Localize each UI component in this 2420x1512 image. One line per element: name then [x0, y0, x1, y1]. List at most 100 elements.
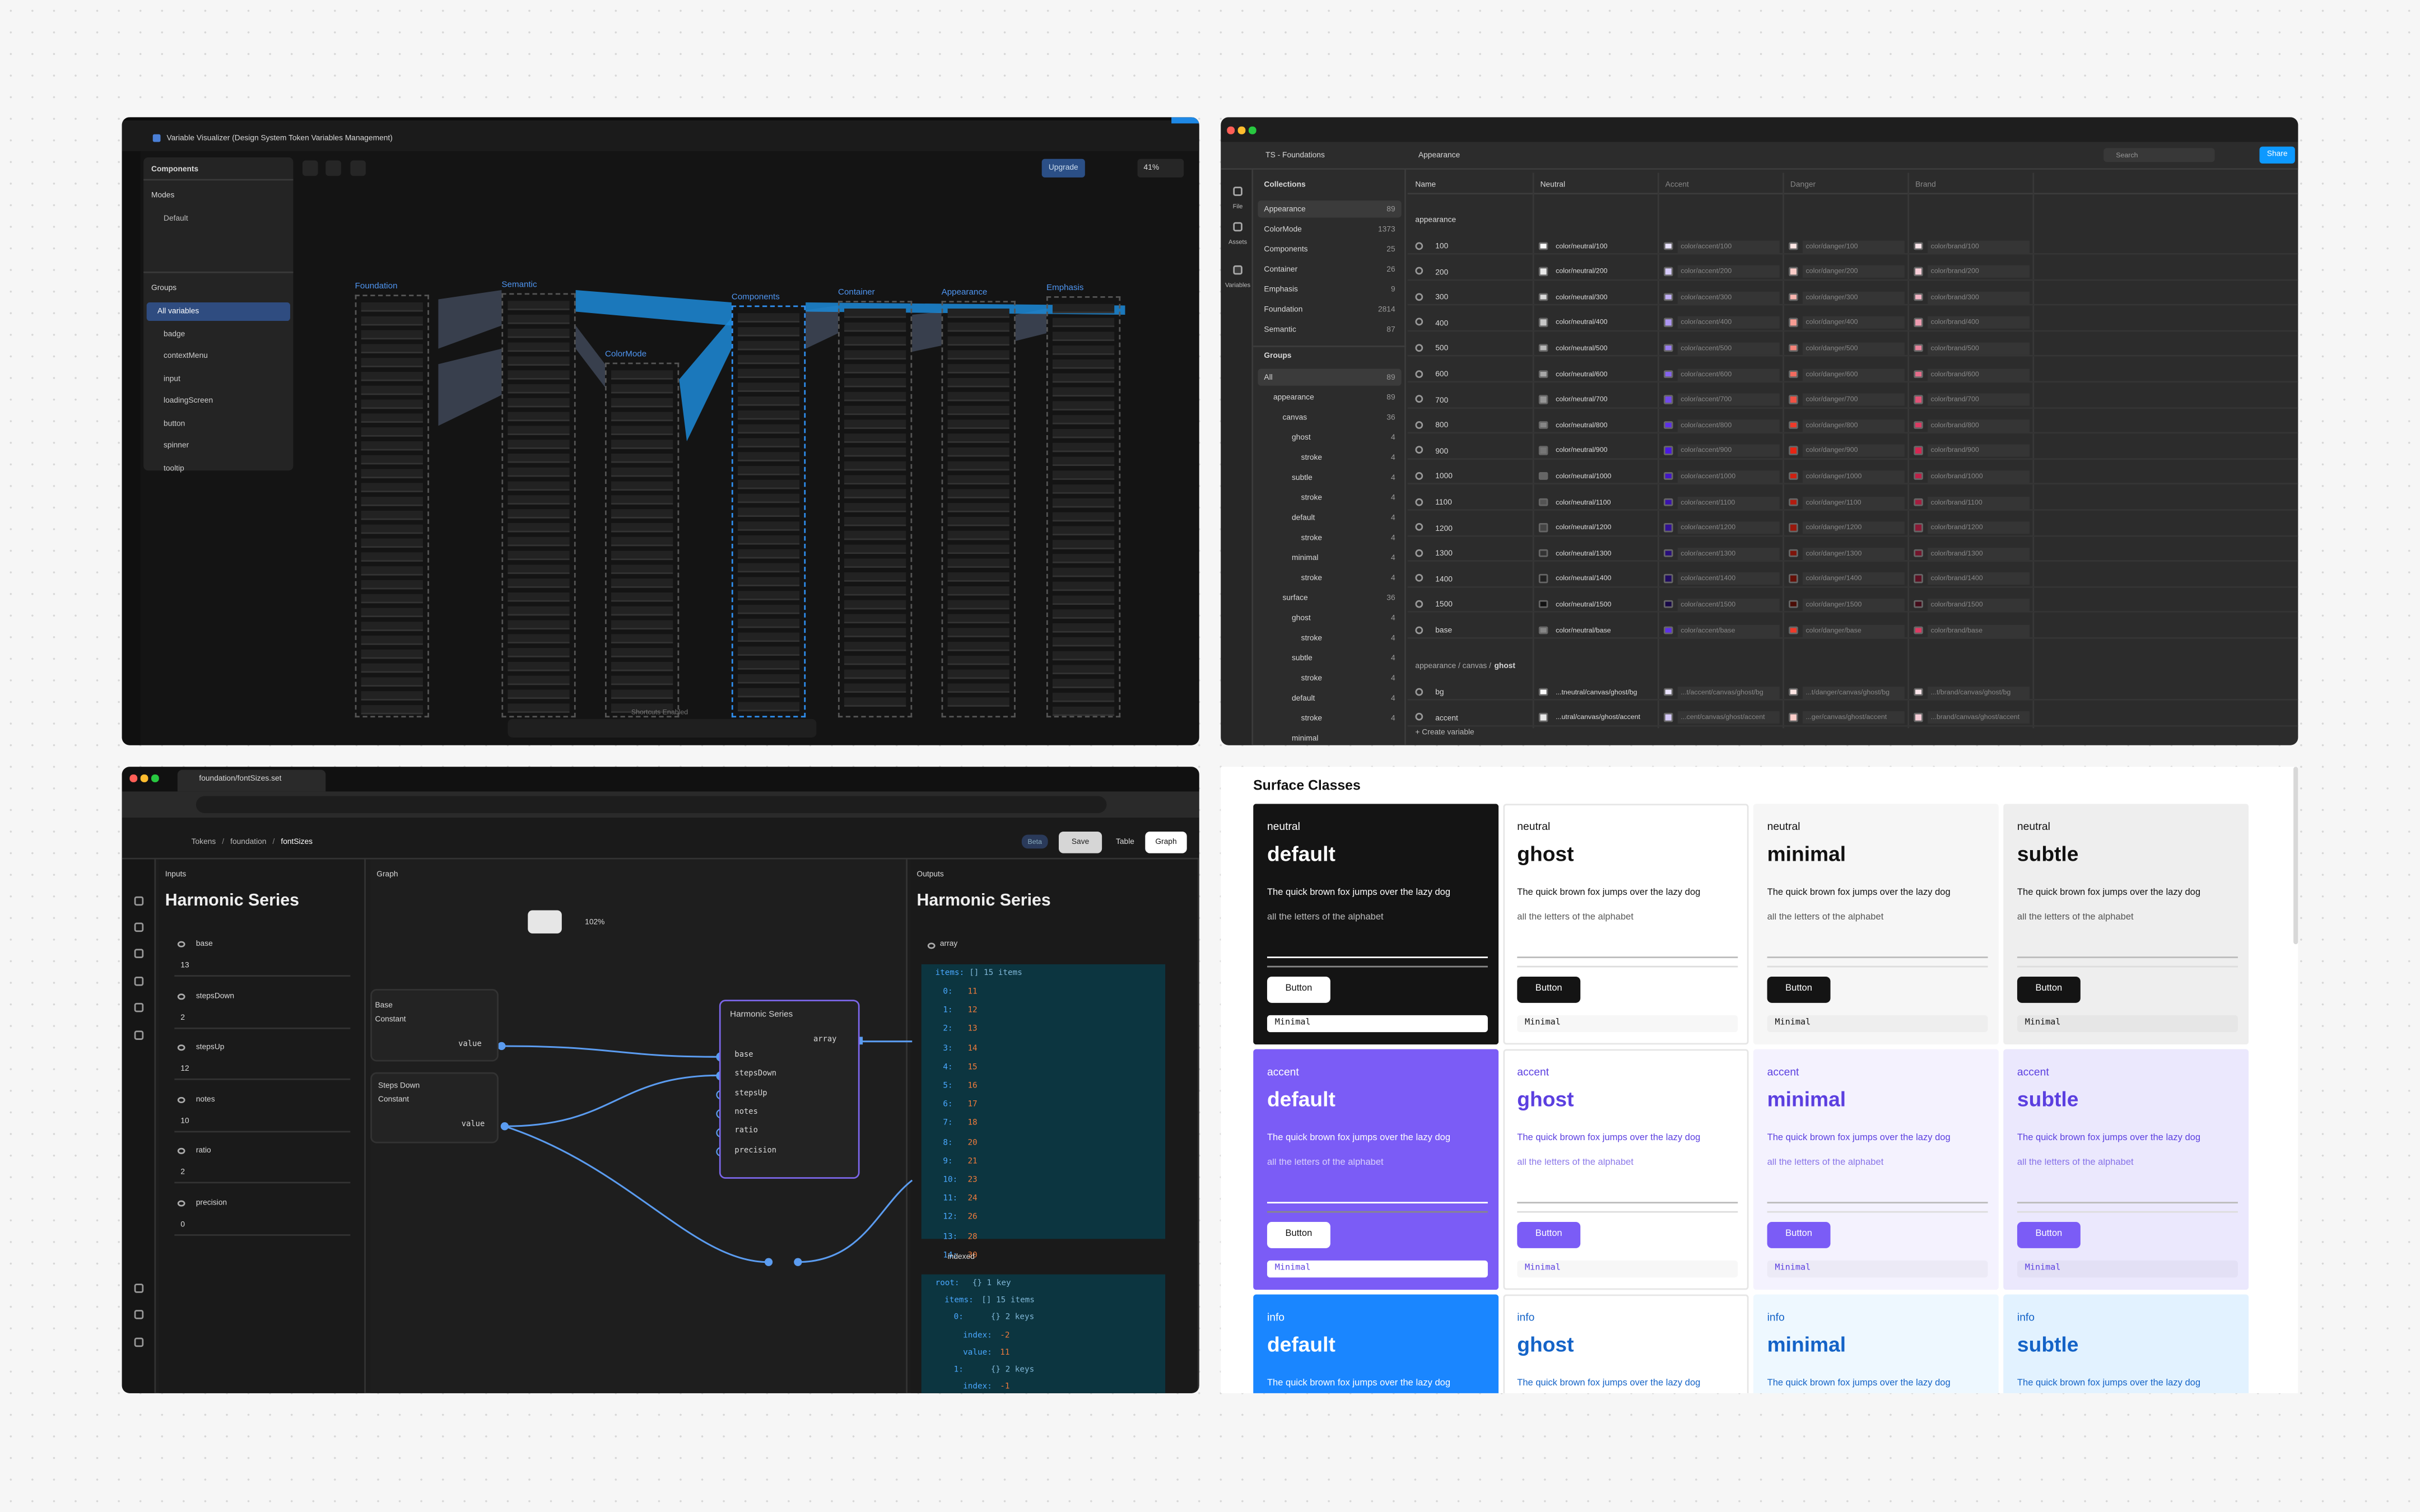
group-item[interactable]: All variables: [157, 307, 199, 316]
variable-name[interactable]: 700: [1435, 395, 1449, 405]
collection-item[interactable]: Foundation: [1264, 305, 1303, 315]
nav-label[interactable]: Variables: [1225, 281, 1251, 289]
button[interactable]: Button: [1267, 1222, 1330, 1248]
input-value[interactable]: 13: [174, 956, 351, 977]
collection-item[interactable]: Appearance: [1264, 205, 1306, 214]
group-item[interactable]: contextMenu: [164, 352, 208, 361]
input-value[interactable]: 2: [174, 1163, 351, 1184]
nav-label[interactable]: File: [1232, 202, 1243, 210]
variable-name[interactable]: 300: [1435, 293, 1449, 303]
column-label[interactable]: ColorMode: [605, 350, 647, 360]
group-item[interactable]: input: [164, 374, 180, 384]
add-node-button[interactable]: [528, 910, 562, 934]
group-item[interactable]: stroke: [1301, 714, 1323, 724]
share-button[interactable]: Share: [2259, 146, 2295, 164]
group-item[interactable]: loadingScreen: [164, 396, 213, 406]
group-item[interactable]: ghost: [1292, 433, 1311, 443]
collection-item[interactable]: Components: [1264, 245, 1308, 255]
button[interactable]: Button: [1767, 976, 1831, 1003]
minimal-pill[interactable]: Minimal: [1767, 1015, 1988, 1032]
button[interactable]: Button: [1517, 1222, 1581, 1248]
nav-icon[interactable]: [134, 949, 144, 958]
nav-icon[interactable]: [134, 1002, 144, 1012]
nav-icon[interactable]: [134, 1030, 144, 1040]
variable-name[interactable]: 1000: [1435, 473, 1453, 482]
column-label[interactable]: Container: [838, 288, 875, 298]
window-dot[interactable]: [1237, 126, 1245, 134]
variable-name[interactable]: 500: [1435, 344, 1449, 354]
variable-name[interactable]: 800: [1435, 421, 1449, 431]
minimal-pill[interactable]: Minimal: [1767, 1261, 1988, 1277]
group-item[interactable]: All: [1264, 373, 1273, 383]
collection-item[interactable]: Emphasis: [1264, 285, 1298, 295]
group-item[interactable]: stroke: [1301, 453, 1323, 463]
nav-label[interactable]: Assets: [1228, 237, 1248, 246]
variable-name[interactable]: base: [1435, 626, 1453, 636]
group-item[interactable]: stroke: [1301, 573, 1323, 584]
nav-icon[interactable]: [134, 1284, 144, 1293]
variable-name[interactable]: 1100: [1435, 498, 1452, 508]
input-value[interactable]: 12: [174, 1060, 351, 1080]
close-button[interactable]: [1171, 131, 1184, 143]
minimal-pill[interactable]: Minimal: [1267, 1015, 1488, 1033]
button[interactable]: Button: [1517, 976, 1581, 1003]
column-label[interactable]: Foundation: [355, 282, 398, 292]
variable-name[interactable]: 1300: [1435, 549, 1453, 559]
group-item[interactable]: stroke: [1301, 493, 1323, 503]
nav-icon[interactable]: [1233, 265, 1242, 275]
minimal-pill[interactable]: Minimal: [1267, 1260, 1488, 1278]
create-variable[interactable]: + Create variable: [1415, 728, 1474, 738]
group-item[interactable]: stroke: [1301, 534, 1323, 543]
group-item[interactable]: subtle: [1292, 473, 1313, 483]
nav-icon[interactable]: [134, 922, 144, 932]
group-item[interactable]: default: [1292, 514, 1315, 523]
nav-icon[interactable]: [1233, 186, 1242, 196]
breadcrumb-item[interactable]: foundation: [230, 838, 267, 847]
nav-icon[interactable]: [134, 1337, 144, 1347]
variable-name[interactable]: accent: [1435, 713, 1458, 724]
mode-item[interactable]: Default: [164, 214, 188, 224]
group-item[interactable]: minimal: [1292, 554, 1319, 563]
window-dot[interactable]: [1227, 126, 1234, 134]
group-item[interactable]: canvas: [1282, 413, 1307, 423]
upgrade-button[interactable]: Upgrade: [1041, 158, 1085, 178]
nav-icon[interactable]: [134, 896, 144, 906]
button[interactable]: Button: [1267, 976, 1330, 1003]
zoom-control[interactable]: 41%: [1137, 158, 1184, 178]
variable-name[interactable]: 200: [1435, 268, 1449, 277]
column-label[interactable]: Components: [731, 293, 780, 302]
collection-item[interactable]: Semantic: [1264, 325, 1296, 335]
minimal-pill[interactable]: Minimal: [1517, 1015, 1738, 1032]
collection-item[interactable]: ColorMode: [1264, 225, 1302, 235]
table-button[interactable]: Table: [1115, 838, 1134, 847]
button[interactable]: Button: [2017, 976, 2081, 1003]
toolbar-button[interactable]: [302, 160, 318, 176]
group-item[interactable]: appearance: [1273, 393, 1314, 403]
variable-name[interactable]: 100: [1435, 242, 1449, 252]
group-item[interactable]: stroke: [1301, 634, 1323, 643]
group-item[interactable]: minimal: [1292, 734, 1319, 744]
variable-name[interactable]: bg: [1435, 688, 1444, 698]
variable-name[interactable]: 1500: [1435, 600, 1453, 610]
group-item[interactable]: spinner: [164, 441, 189, 451]
group-item[interactable]: badge: [164, 329, 185, 339]
breadcrumb-item[interactable]: Tokens: [191, 838, 216, 847]
toolbar-button[interactable]: [325, 160, 341, 176]
group-item[interactable]: default: [1292, 694, 1315, 704]
nav-icon[interactable]: [134, 1310, 144, 1319]
group-item[interactable]: surface: [1282, 594, 1308, 604]
button[interactable]: Button: [2017, 1222, 2081, 1248]
window-dot[interactable]: [129, 774, 137, 782]
group-item[interactable]: subtle: [1292, 654, 1313, 664]
minimal-pill[interactable]: Minimal: [2017, 1261, 2238, 1277]
variable-name[interactable]: 1200: [1435, 524, 1453, 534]
window-dot[interactable]: [140, 774, 148, 782]
window-dot[interactable]: [1248, 126, 1256, 134]
toolbar-button[interactable]: [350, 160, 366, 176]
tab-title[interactable]: foundation/fontSizes.set: [199, 774, 282, 784]
minimal-pill[interactable]: Minimal: [2017, 1015, 2238, 1032]
search-box[interactable]: Search: [2103, 148, 2215, 162]
input-value[interactable]: 0: [174, 1215, 351, 1235]
button[interactable]: Button: [1767, 1222, 1831, 1248]
column-label[interactable]: Semantic: [501, 281, 537, 290]
